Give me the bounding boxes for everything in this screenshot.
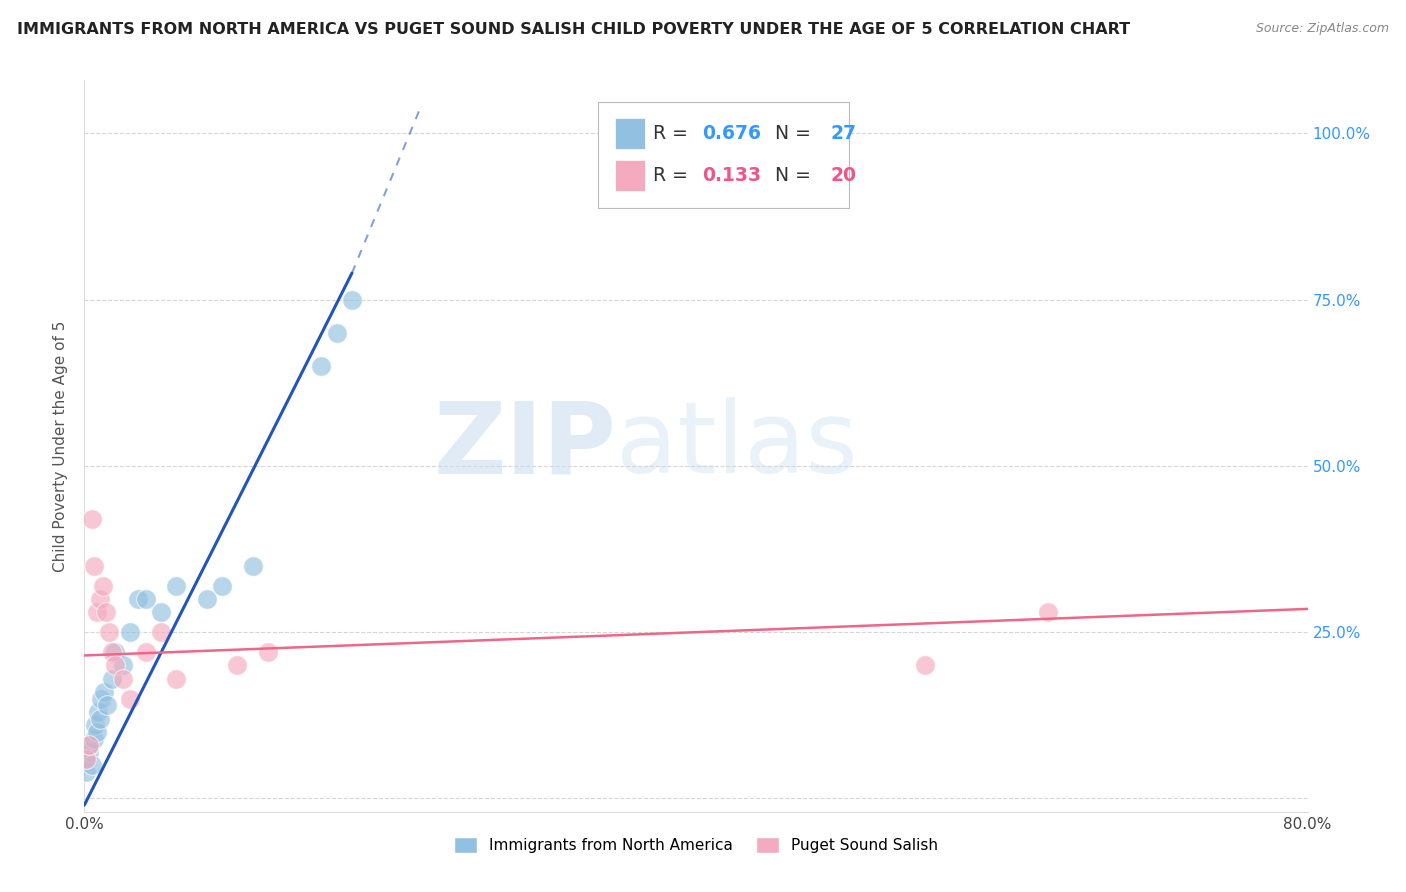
Point — [96, 698, 118, 713]
Point — [226, 658, 249, 673]
Point — [89, 591, 111, 606]
Point — [149, 605, 172, 619]
FancyBboxPatch shape — [616, 119, 644, 149]
Text: 0.133: 0.133 — [702, 166, 761, 185]
Text: IMMIGRANTS FROM NORTH AMERICA VS PUGET SOUND SALISH CHILD POVERTY UNDER THE AGE : IMMIGRANTS FROM NORTH AMERICA VS PUGET S… — [17, 22, 1130, 37]
Text: N =: N = — [763, 166, 817, 185]
Point — [242, 558, 264, 573]
Text: R =: R = — [654, 124, 695, 144]
Point — [86, 725, 108, 739]
Point — [104, 645, 127, 659]
Point — [93, 685, 115, 699]
Text: 0.676: 0.676 — [702, 124, 761, 144]
Text: atlas: atlas — [616, 398, 858, 494]
Point — [165, 672, 187, 686]
FancyBboxPatch shape — [598, 103, 849, 209]
Text: Source: ZipAtlas.com: Source: ZipAtlas.com — [1256, 22, 1389, 36]
Point — [127, 591, 149, 606]
Point — [135, 591, 157, 606]
Point — [195, 591, 218, 606]
Point — [94, 605, 117, 619]
Point — [325, 326, 347, 340]
Point — [83, 558, 105, 573]
Point — [91, 579, 114, 593]
Point — [80, 758, 103, 772]
Point — [80, 512, 103, 526]
Point — [75, 751, 97, 765]
Point — [89, 712, 111, 726]
Legend: Immigrants from North America, Puget Sound Salish: Immigrants from North America, Puget Sou… — [449, 830, 943, 859]
Point — [111, 672, 134, 686]
Point — [77, 738, 100, 752]
Point — [149, 625, 172, 640]
Point — [211, 579, 233, 593]
Point — [120, 691, 142, 706]
Point — [75, 764, 97, 779]
Point — [76, 751, 98, 765]
Point — [101, 645, 124, 659]
Point — [120, 625, 142, 640]
Point — [914, 658, 936, 673]
Point — [101, 672, 124, 686]
Point — [86, 605, 108, 619]
Point — [97, 625, 120, 640]
Point — [340, 293, 363, 307]
Point — [311, 359, 333, 374]
Point — [83, 731, 105, 746]
Point — [104, 658, 127, 673]
Point — [90, 691, 112, 706]
Text: 27: 27 — [831, 124, 856, 144]
Point — [79, 738, 101, 752]
Point — [257, 645, 280, 659]
Point — [135, 645, 157, 659]
Text: 20: 20 — [831, 166, 856, 185]
Point — [84, 718, 107, 732]
FancyBboxPatch shape — [616, 160, 644, 191]
Point — [1036, 605, 1059, 619]
Text: N =: N = — [763, 124, 817, 144]
Point — [111, 658, 134, 673]
Point — [87, 705, 110, 719]
Point — [165, 579, 187, 593]
Text: R =: R = — [654, 166, 695, 185]
Point — [77, 745, 100, 759]
Y-axis label: Child Poverty Under the Age of 5: Child Poverty Under the Age of 5 — [53, 320, 69, 572]
Text: ZIP: ZIP — [433, 398, 616, 494]
